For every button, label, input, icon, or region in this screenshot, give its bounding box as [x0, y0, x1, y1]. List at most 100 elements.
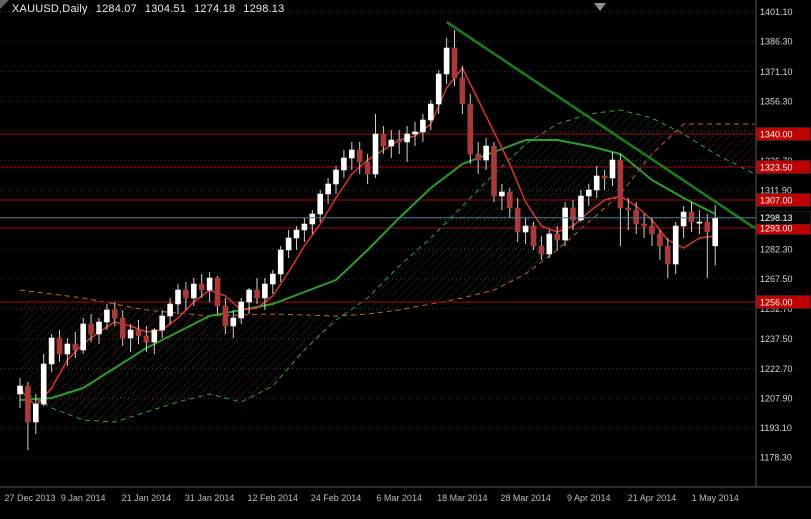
candle-body [491, 145, 497, 197]
x-axis-label: 1 May 2014 [692, 493, 739, 503]
cloud-segment [233, 315, 242, 402]
chart-shift-icon[interactable] [594, 3, 606, 11]
y-axis-label: 1207.90 [760, 393, 793, 403]
y-axis-label: 1282.30 [760, 245, 793, 255]
cloud-segment [486, 174, 494, 292]
candle-body [293, 229, 300, 239]
cloud-segment [320, 315, 329, 335]
candle-body [633, 209, 640, 225]
candle-body [285, 237, 292, 251]
candle-body [578, 195, 584, 221]
candle-body [333, 169, 339, 185]
svg-text:1323.50: 1323.50 [760, 162, 793, 172]
candle-body [514, 207, 521, 233]
cloud-segment [83, 298, 92, 421]
y-axis-label: 1267.50 [760, 274, 793, 284]
svg-text:1340.00: 1340.00 [760, 129, 793, 139]
cloud-segment [241, 314, 250, 402]
svg-text:1256.00: 1256.00 [760, 297, 793, 307]
candle-body [688, 211, 695, 223]
candle-body [499, 191, 505, 197]
candle-body [40, 363, 47, 405]
candle-body [388, 139, 395, 147]
current-price-badge: 1298.13 [756, 210, 811, 225]
candle-body [427, 103, 434, 121]
cloud-segment [280, 314, 289, 377]
svg-text:1307.00: 1307.00 [760, 195, 793, 205]
candle-body [459, 77, 466, 105]
candle-body [175, 289, 181, 305]
candle-body [198, 283, 205, 291]
cloud-segment [415, 245, 423, 307]
y-axis-label: 1237.50 [760, 334, 793, 344]
candle-body [451, 47, 458, 79]
candle-body [380, 133, 387, 147]
candle-body [25, 385, 31, 423]
cloud-segment [193, 314, 202, 398]
cloud-segment [738, 124, 747, 170]
cloud-segment [217, 315, 226, 398]
senkou-span-b-line [19, 123, 755, 317]
cloud-segment [27, 291, 36, 399]
cloud-segment [75, 297, 84, 420]
candle-body [356, 149, 363, 163]
cloud-segment [399, 259, 408, 310]
candle-body [538, 245, 545, 255]
candle-body [467, 103, 474, 155]
y-axis-label: 1356.30 [760, 97, 793, 107]
candle-body [657, 233, 663, 247]
cloud-segment [446, 214, 455, 301]
cloud-segment [462, 198, 471, 298]
candle-body [570, 207, 576, 221]
cloud-segment [91, 299, 99, 421]
candle-body [80, 323, 86, 351]
candle-body [191, 283, 197, 299]
candle-body [151, 329, 158, 343]
candle-body [262, 283, 268, 299]
x-axis-label: 24 Feb 2014 [311, 493, 362, 503]
candle-body [672, 225, 679, 265]
candle-body [269, 273, 276, 285]
candle-body [159, 315, 165, 331]
candle-body [230, 317, 237, 327]
trendline[interactable] [445, 20, 756, 230]
time-axis[interactable]: 27 Dec 2013 9 Jan 2014 21 Jan 2014 31 Jan 2… [4, 493, 738, 503]
candle-body [404, 133, 410, 143]
y-axis-label: 1371.10 [760, 67, 793, 77]
candle-body [325, 183, 331, 195]
x-axis-label: 18 Mar 2014 [437, 493, 488, 503]
x-axis-label: 21 Apr 2014 [628, 493, 677, 503]
cloud-segment [296, 314, 305, 359]
cloud-segment [407, 252, 415, 309]
x-axis-label: 12 Feb 2014 [248, 493, 299, 503]
candle-body [341, 157, 347, 171]
x-axis-label: 6 Mar 2014 [376, 493, 422, 503]
candle-body [309, 213, 316, 225]
cloud-segment [257, 314, 265, 394]
candle-body [72, 343, 79, 351]
candle-body [396, 139, 403, 143]
cloud-segment [312, 315, 321, 343]
candle-body [562, 207, 568, 241]
cloud-segment [162, 311, 171, 407]
candle-body [32, 403, 39, 423]
candle-body [475, 153, 482, 161]
y-axis-label: 1401.10 [760, 7, 793, 17]
cloud-segment [51, 294, 60, 411]
candle-body [609, 159, 616, 179]
candle-body [696, 221, 703, 224]
cloud-segment [683, 124, 692, 139]
cloud-segment [699, 124, 708, 149]
candle-body [238, 301, 244, 319]
cloud-segment [746, 124, 755, 174]
candle-body [506, 191, 513, 209]
cloud-segment [636, 114, 645, 174]
candle-body [206, 277, 213, 291]
symbol-period-label: XAUUSD,Daily [12, 3, 88, 15]
candle-body [601, 175, 608, 179]
cloud-segment [454, 206, 463, 300]
candle-body [420, 119, 426, 133]
x-axis-label: 9 Jan 2014 [61, 493, 106, 503]
